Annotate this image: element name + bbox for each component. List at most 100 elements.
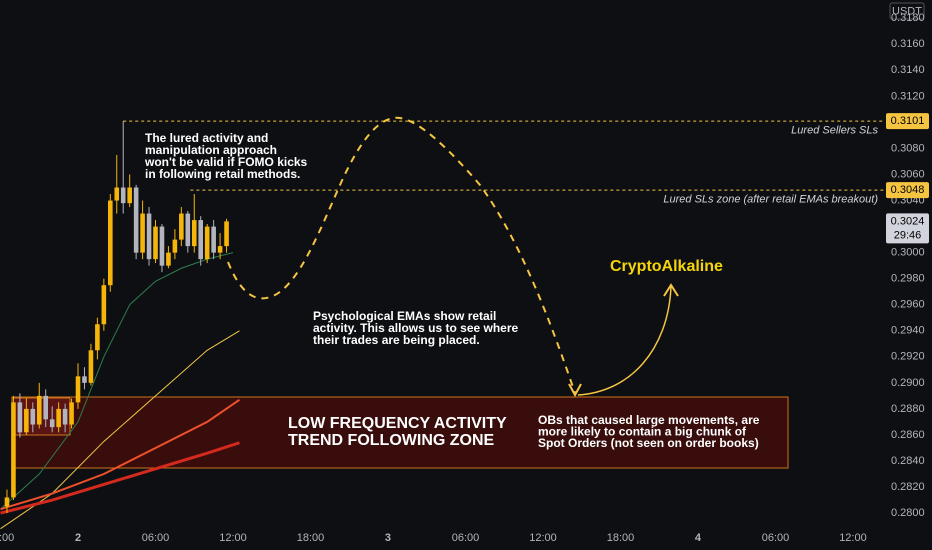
candle-body bbox=[153, 226, 158, 260]
x-tick-label: 12:00 bbox=[219, 532, 247, 544]
annotation-fomo: won't be valid if FOMO kicks bbox=[144, 155, 308, 169]
ema-line bbox=[0, 398, 241, 511]
candle-body bbox=[179, 213, 184, 240]
last-price-box bbox=[886, 213, 929, 244]
y-tick-label: 0.2920 bbox=[891, 351, 925, 363]
level-price: 0.3048 bbox=[891, 184, 925, 196]
candle-body bbox=[114, 187, 120, 201]
rebound-arrowhead bbox=[663, 283, 679, 297]
annotation-emas: their trades are being placed. bbox=[313, 333, 480, 347]
candle-body bbox=[140, 213, 145, 253]
candle-body bbox=[217, 246, 223, 253]
y-tick-label: 0.2820 bbox=[891, 481, 925, 493]
candle-body bbox=[185, 213, 191, 247]
candle-body bbox=[75, 376, 81, 403]
overlay: 0.2800 0.2820 0.2840 0.2860 0.2880 0.2900 0.29… bbox=[144, 12, 929, 519]
ema-line bbox=[0, 441, 240, 515]
y-tick-label: 0.3060 bbox=[891, 168, 925, 180]
candle-body bbox=[108, 200, 113, 286]
level-text: Lured SLs zone (after retail EMAs breako… bbox=[663, 194, 878, 206]
y-tick-label: 0.3160 bbox=[891, 38, 925, 50]
candle-body bbox=[82, 376, 87, 383]
candle-body bbox=[95, 324, 100, 351]
y-tick-label: 0.3080 bbox=[891, 142, 925, 154]
candle-body bbox=[4, 497, 10, 507]
plot-area: Lured Sellers SLs Lured SLs zone (after r… bbox=[0, 116, 885, 530]
candle-body bbox=[24, 408, 29, 433]
y-tick-label: 0.2880 bbox=[891, 403, 925, 415]
currency: USDT bbox=[892, 5, 922, 17]
candle-body bbox=[159, 226, 165, 266]
y-tick-label: 0.3140 bbox=[891, 64, 925, 76]
candle-body bbox=[62, 408, 68, 425]
x-tick-label: 06:00 bbox=[762, 532, 790, 544]
x-tick-label: 3 bbox=[385, 532, 391, 544]
candle-body bbox=[30, 408, 36, 425]
annotation-fomo: The lured activity and bbox=[145, 131, 268, 145]
candle-body bbox=[43, 395, 49, 420]
countdown: 29:46 bbox=[894, 229, 922, 241]
annotation-emas: Psychological EMAs show retail bbox=[313, 309, 496, 323]
candle-body bbox=[36, 395, 42, 425]
annotation-fomo: manipulation approach bbox=[145, 143, 277, 157]
candle-body bbox=[224, 221, 229, 247]
author: CryptoAlkaline bbox=[610, 258, 723, 275]
candle-body bbox=[88, 350, 94, 383]
candle-body bbox=[120, 187, 126, 204]
x-tick-label: 18:00 bbox=[0, 532, 14, 544]
x-tick-label: 18:00 bbox=[607, 532, 635, 544]
x-tick-label: 12:00 bbox=[529, 532, 557, 544]
x-tick-label: 18:00 bbox=[297, 532, 325, 544]
candle-body bbox=[172, 239, 178, 253]
annotation-obs: OBs that caused large movements, are bbox=[538, 413, 760, 427]
annotation-emas: activity. This allows us to see where bbox=[313, 321, 519, 335]
y-tick-label: 0.3180 bbox=[891, 12, 925, 24]
y-tick-label: 0.2800 bbox=[891, 507, 925, 519]
level-price-box bbox=[886, 113, 929, 130]
x-tick-label: 06:00 bbox=[452, 532, 480, 544]
ema-line bbox=[0, 252, 234, 510]
y-tick-label: 0.2900 bbox=[891, 377, 925, 389]
candle-body bbox=[133, 187, 139, 253]
candle-body bbox=[198, 220, 204, 260]
level-price: 0.3101 bbox=[891, 115, 925, 127]
candle-body bbox=[101, 285, 107, 325]
annotation-fomo: in following retail methods. bbox=[145, 167, 300, 181]
price-axis bbox=[885, 0, 932, 550]
y-tick-label: 0.3000 bbox=[891, 247, 925, 259]
ema-line bbox=[0, 330, 240, 530]
y-tick-label: 0.2940 bbox=[891, 325, 925, 337]
y-tick-label: 0.2840 bbox=[891, 455, 925, 467]
candle-body bbox=[211, 226, 216, 253]
x-tick-label: 12:00 bbox=[839, 532, 867, 544]
x-tick-label: 06:00 bbox=[142, 532, 170, 544]
y-tick-label: 0.2960 bbox=[891, 299, 925, 311]
level-price-box bbox=[886, 182, 929, 199]
x-tick-label: 4 bbox=[695, 532, 702, 544]
y-tick-label: 0.2980 bbox=[891, 273, 925, 285]
candle-body bbox=[204, 226, 210, 260]
annotation-zone: TREND FOLLOWING ZONE bbox=[288, 432, 495, 449]
last-price: 0.3024 bbox=[891, 215, 925, 227]
candle-body bbox=[17, 402, 23, 433]
projection-arrowhead bbox=[568, 383, 582, 398]
x-tick-label: 2 bbox=[75, 532, 81, 544]
candle-body bbox=[191, 220, 197, 247]
y-tick-label: 0.2860 bbox=[891, 429, 925, 441]
candle-body bbox=[69, 402, 74, 425]
candle-body bbox=[49, 419, 55, 428]
marks: Lured Sellers SLs Lured SLs zone (after r… bbox=[0, 120, 885, 530]
projection-path bbox=[227, 116, 576, 394]
candle-body bbox=[127, 187, 132, 204]
annotation-zone: LOW FREQUENCY ACTIVITY bbox=[288, 415, 507, 432]
currency-box bbox=[889, 2, 925, 20]
annotation-obs: Spot Orders (not seen on order books) bbox=[538, 436, 759, 450]
candle-body bbox=[146, 213, 152, 260]
rebound-arrow bbox=[577, 286, 672, 396]
level-text: Lured Sellers SLs bbox=[791, 125, 878, 137]
annotation-obs: more likely to contain a big chunk of bbox=[538, 425, 747, 439]
candle-body bbox=[166, 252, 171, 266]
candle-body bbox=[11, 402, 16, 498]
candle-body bbox=[56, 408, 61, 428]
